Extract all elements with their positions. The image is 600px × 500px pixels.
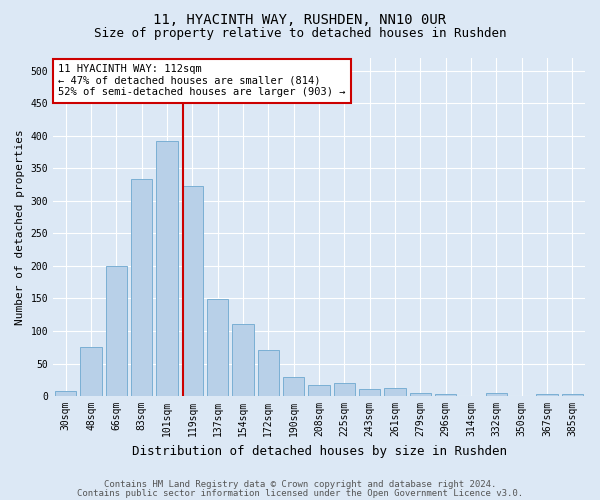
- Bar: [182, 186, 203, 396]
- Bar: [435, 394, 457, 396]
- Bar: [283, 376, 304, 396]
- Bar: [562, 394, 583, 396]
- Bar: [106, 266, 127, 396]
- Bar: [232, 324, 254, 396]
- Bar: [207, 299, 229, 396]
- Bar: [156, 141, 178, 396]
- Bar: [131, 178, 152, 396]
- Text: Size of property relative to detached houses in Rushden: Size of property relative to detached ho…: [94, 28, 506, 40]
- Bar: [359, 389, 380, 396]
- Text: Contains public sector information licensed under the Open Government Licence v3: Contains public sector information licen…: [77, 488, 523, 498]
- Bar: [80, 347, 102, 396]
- Bar: [485, 394, 507, 396]
- Bar: [410, 393, 431, 396]
- Bar: [384, 388, 406, 396]
- Bar: [55, 391, 76, 396]
- Text: Contains HM Land Registry data © Crown copyright and database right 2024.: Contains HM Land Registry data © Crown c…: [104, 480, 496, 489]
- Bar: [308, 385, 330, 396]
- Y-axis label: Number of detached properties: Number of detached properties: [15, 129, 25, 324]
- Bar: [334, 383, 355, 396]
- Bar: [257, 350, 279, 396]
- Text: 11, HYACINTH WAY, RUSHDEN, NN10 0UR: 11, HYACINTH WAY, RUSHDEN, NN10 0UR: [154, 12, 446, 26]
- Bar: [536, 394, 558, 396]
- X-axis label: Distribution of detached houses by size in Rushden: Distribution of detached houses by size …: [131, 444, 506, 458]
- Text: 11 HYACINTH WAY: 112sqm
← 47% of detached houses are smaller (814)
52% of semi-d: 11 HYACINTH WAY: 112sqm ← 47% of detache…: [58, 64, 346, 98]
